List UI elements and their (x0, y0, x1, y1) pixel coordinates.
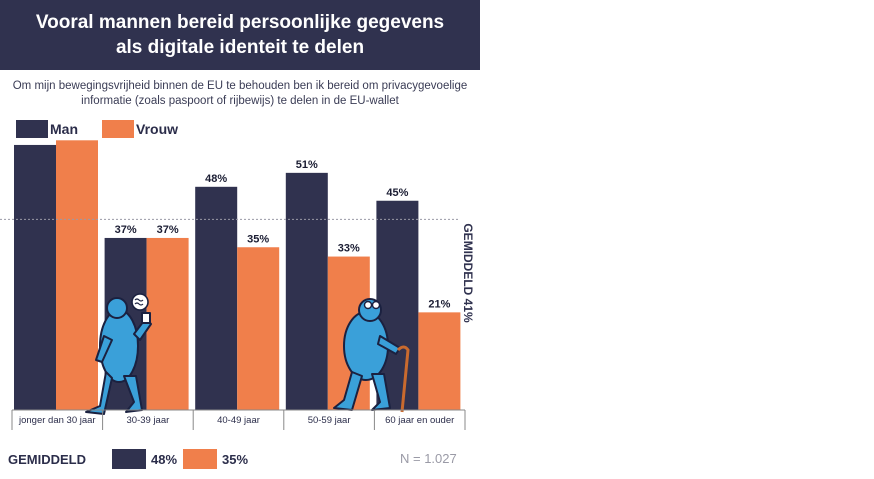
legend-label-man: Man (50, 121, 78, 137)
value-label-vrouw-4: 33% (338, 243, 360, 255)
x-tick-label-2: 30-39 jaar (127, 415, 170, 426)
value-label-man-4: 51% (296, 159, 318, 171)
average-label: GEMIDDELD (8, 451, 86, 467)
average-swatch-vrouw (183, 449, 218, 469)
sample-size-label: N = 1.027 (400, 451, 457, 466)
chart-subtitle: Om mijn bewegingsvrijheid binnen de EU t… (12, 80, 468, 107)
value-label-man-5: 45% (386, 187, 408, 199)
bar-chart: 57%58%37%37%48%35%51%33%45%21% (0, 140, 475, 430)
bar-man-3 (195, 186, 238, 410)
bar-man-1 (14, 144, 56, 410)
average-swatch-man (112, 449, 146, 469)
x-tick-label-1: jonger dan 30 jaar (18, 415, 96, 426)
illustrations (85, 293, 410, 415)
bars-group (14, 140, 461, 411)
x-tick-label-3: 40-49 jaar (217, 415, 260, 426)
walking-man-illustration (85, 297, 152, 415)
legend-item-vrouw: Vrouw (102, 120, 178, 138)
x-tick-label-5: 60 jaar en ouder (385, 415, 454, 426)
value-label-vrouw-3: 35% (247, 233, 269, 245)
value-label-man-1: 57% (24, 140, 46, 143)
bar-vrouw-3 (237, 247, 280, 410)
bar-vrouw-5 (418, 312, 461, 410)
legend-label-vrouw: Vrouw (136, 121, 179, 137)
legend-item-man: Man (16, 120, 78, 138)
bar-vrouw-1 (56, 140, 98, 411)
legend: Man Vrouw (16, 120, 186, 138)
cane-icon (396, 345, 410, 413)
x-axis: jonger dan 30 jaar 30-39 jaar 40-49 jaar 50… (11, 409, 466, 430)
average-line-label: GEMIDDELD 41% (461, 223, 475, 323)
speech-bubble-icon (131, 293, 149, 311)
average-man-value: 48% (151, 451, 178, 467)
title-bar: Vooral mannen bereid persoonlijke gegeve… (0, 0, 480, 70)
legend-swatch-vrouw (102, 120, 134, 138)
average-vrouw-value: 35% (222, 451, 249, 467)
x-tick-label-4: 50-59 jaar (308, 415, 351, 426)
chart-title: Vooral mannen bereid persoonlijke gegeve… (35, 12, 445, 58)
average-footer: GEMIDDELD 48% 35% (8, 449, 254, 469)
bar-man-4 (285, 172, 328, 410)
value-label-vrouw-5: 21% (428, 298, 450, 310)
legend-swatch-man (16, 120, 48, 138)
value-label-vrouw-2: 37% (157, 224, 179, 236)
value-label-man-3: 48% (205, 173, 227, 185)
bar-vrouw-2 (146, 237, 189, 410)
value-label-man-2: 37% (115, 224, 137, 236)
value-labels-group: 57%58%37%37%48%35%51%33%45%21% (24, 140, 451, 310)
glasses-icon (363, 300, 381, 310)
average-reference-line: GEMIDDELD 41% (0, 218, 475, 323)
